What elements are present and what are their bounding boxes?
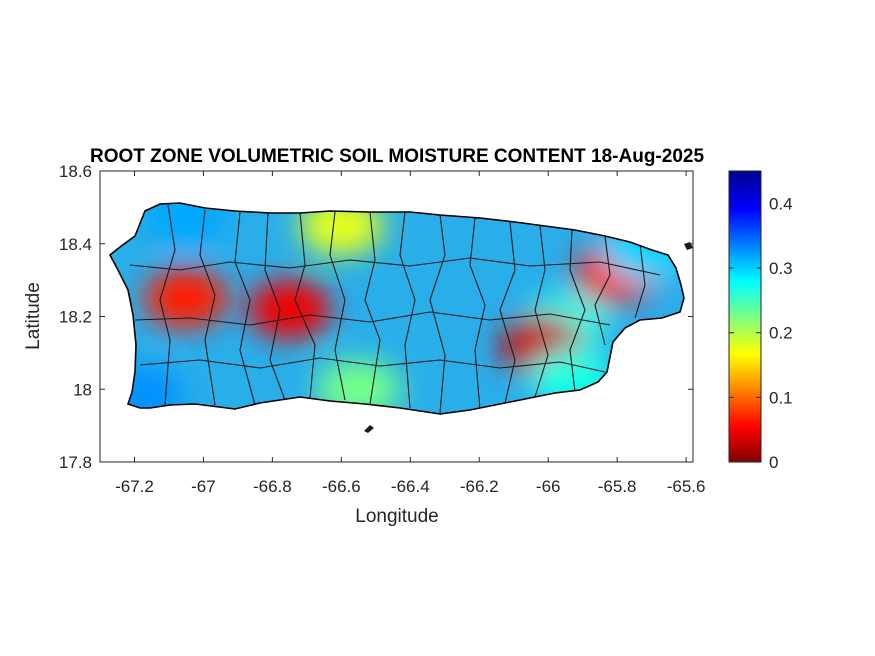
caja-de-muertos-islet: [364, 425, 374, 433]
x-tick-label: -66.8: [253, 477, 292, 496]
colorbar-tick-label: 0.1: [769, 388, 793, 407]
y-tick-label: 18.4: [59, 235, 92, 254]
y-axis-label: Latitude: [23, 282, 44, 350]
x-tick-label: -66.4: [391, 477, 430, 496]
y-tick-label: 18.6: [59, 162, 92, 181]
y-tick-label: 18.2: [59, 308, 92, 327]
moisture-region-central-interior: [247, 279, 332, 340]
x-tick-label: -66.2: [460, 477, 499, 496]
x-tick-label: -66.6: [322, 477, 361, 496]
municipality-boundaries: [129, 204, 661, 414]
chart-title: ROOT ZONE VOLUMETRIC SOIL MOISTURE CONTE…: [90, 146, 704, 167]
colorbar: [728, 170, 762, 463]
x-tick-label: -65.6: [667, 477, 706, 496]
y-tick-label: 17.8: [59, 453, 92, 472]
moisture-region-northwest-corner: [144, 203, 229, 245]
colorbar-tick-label: 0: [769, 453, 778, 472]
x-tick-label: -67.2: [115, 477, 154, 496]
colorbar-tick-label: 0.2: [769, 324, 793, 343]
x-axis: -67.2 -67 -66.8 -66.6 -66.4 -66.2 -66 -65.8 -65.…: [115, 171, 705, 496]
y-axis: 17.8 18 18.2 18.4 18.6: [59, 162, 693, 472]
colorbar-tick-label: 0.4: [769, 194, 793, 213]
x-axis-label: Longitude: [355, 506, 438, 527]
colorbar-ticks: 0 0.1 0.2 0.3 0.4: [729, 194, 793, 472]
x-tick-label: -65.8: [598, 477, 637, 496]
x-tick-label: -67: [191, 477, 216, 496]
y-tick-label: 18: [73, 380, 92, 399]
colorbar-tick-label: 0.3: [769, 259, 793, 278]
x-tick-label: -66: [536, 477, 561, 496]
